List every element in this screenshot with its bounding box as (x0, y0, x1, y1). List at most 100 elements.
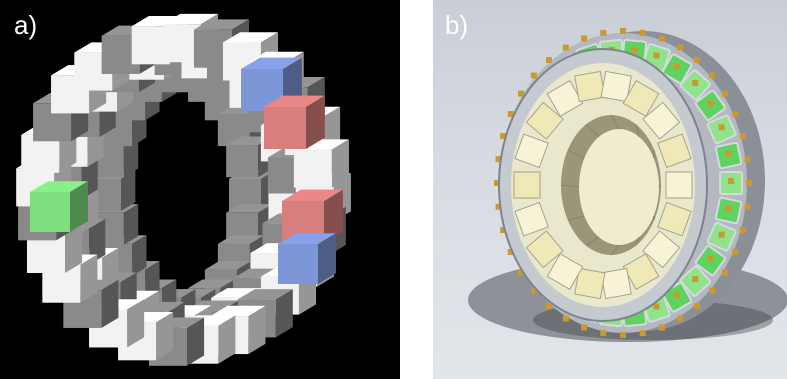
gold-fitting (495, 156, 502, 163)
gold-fitting (739, 226, 746, 233)
gold-fitting (694, 302, 701, 309)
inner-bore-far-wall (579, 129, 659, 245)
cube-front-face (226, 145, 259, 178)
gold-fitting (600, 330, 607, 337)
crystal-block (622, 79, 660, 117)
bore-segment-edge (585, 236, 600, 247)
gold-fitting (530, 72, 537, 79)
crystal-block (574, 267, 606, 300)
panel-b-detector-render: b) (433, 0, 787, 379)
gold-fitting (530, 287, 537, 294)
gold-connector (653, 52, 660, 59)
crystal-block (525, 101, 564, 140)
gold-fitting (677, 44, 684, 51)
bore-segment-edge (635, 124, 640, 137)
crystal-block (600, 267, 632, 300)
gold-fitting (658, 35, 665, 42)
cube-side-face (331, 139, 349, 188)
bore-segment-edge (658, 184, 662, 188)
gold-fitting (545, 57, 552, 64)
module-tile (706, 221, 737, 252)
gold-fitting (500, 226, 507, 233)
cube-top-face (217, 235, 265, 244)
cube-side-face (123, 136, 139, 178)
gold-fitting (581, 35, 588, 42)
gold-fitting (732, 110, 739, 117)
gold-fitting (620, 332, 626, 338)
cube-side-face (187, 317, 205, 366)
gold-connector (692, 276, 699, 283)
bore-segment-edge (635, 237, 640, 246)
detector-assembly-figure (468, 28, 787, 342)
gold-fitting (709, 287, 716, 294)
cube-front-face (264, 107, 306, 149)
module-tile (714, 141, 743, 170)
crystal-block (546, 253, 584, 291)
cube-ring-figure (16, 13, 351, 366)
module-tile (714, 196, 743, 225)
gold-connector (674, 63, 680, 70)
cube-side-face (121, 170, 136, 211)
bore-segment-edge (653, 149, 655, 159)
gold-connector (631, 46, 638, 53)
gold-connector (653, 303, 660, 310)
cube-front-face (30, 192, 70, 232)
cube-top-face (193, 19, 250, 30)
rim-fittings (494, 28, 752, 338)
gold-fitting (562, 315, 569, 322)
cube-top-face (222, 32, 279, 43)
gold-fitting (600, 29, 607, 36)
cube-top-face (162, 13, 219, 25)
crystal-block (574, 70, 606, 103)
gold-connector (707, 255, 714, 262)
cube-top-face (188, 279, 235, 289)
crystal-block (513, 171, 541, 199)
gold-fitting (721, 90, 728, 97)
cube-side-face (306, 95, 325, 149)
module-tile (694, 245, 726, 277)
module-tile (694, 89, 726, 121)
crystal-block (514, 133, 549, 169)
module-tile (679, 69, 711, 101)
cube-top-face (237, 289, 293, 300)
cube-side-face (89, 218, 106, 265)
cube-top-face (204, 261, 252, 270)
cube-front-face (278, 244, 318, 284)
module-tile (719, 171, 743, 195)
bore-segment-edge (610, 114, 620, 130)
crystal-block (546, 79, 584, 117)
gold-fitting (739, 133, 746, 140)
gold-fitting (495, 203, 502, 210)
gold-fitting (709, 72, 716, 79)
inner-ring-cube (217, 235, 265, 276)
gold-fitting (620, 28, 626, 34)
cube-side-face (275, 289, 293, 338)
outer-ring-cube (293, 139, 349, 188)
blue-cube (278, 233, 336, 284)
gold-connector (725, 205, 732, 212)
gold-fitting (721, 269, 728, 276)
cube-front-face (293, 149, 332, 188)
cube-ring (16, 13, 351, 366)
cube-side-face (70, 181, 88, 232)
cube-side-face (64, 224, 83, 274)
cube-top-face (282, 189, 343, 201)
gold-fitting (746, 180, 752, 186)
cube-front-face (26, 235, 65, 274)
crystal-block (622, 253, 660, 291)
crystal-block (657, 133, 692, 169)
module-tile (661, 53, 693, 84)
gold-fitting (639, 330, 646, 337)
cube-top-face (241, 57, 302, 69)
gold-fitting (507, 110, 514, 117)
gold-connector (707, 100, 714, 107)
gold-fitting (518, 269, 525, 276)
module-tile (706, 114, 737, 145)
gold-fitting (500, 133, 507, 140)
gold-connector (718, 124, 725, 131)
gold-fitting (581, 324, 588, 331)
crystal-block (657, 201, 692, 237)
gold-fitting (494, 180, 500, 186)
gold-fitting (507, 249, 514, 256)
gold-fitting (545, 302, 552, 309)
